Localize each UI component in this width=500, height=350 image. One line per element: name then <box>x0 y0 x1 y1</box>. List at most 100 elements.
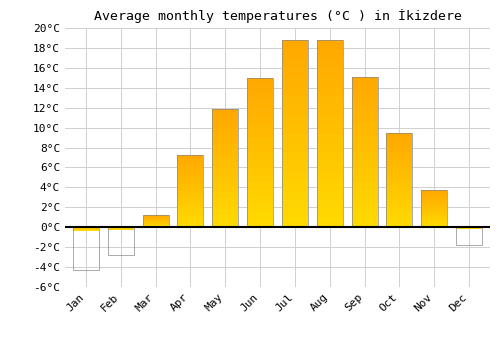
Bar <box>386 133 412 137</box>
Bar <box>247 153 273 160</box>
Bar <box>247 145 273 153</box>
Bar <box>247 212 273 220</box>
Bar <box>316 59 343 68</box>
Bar <box>282 105 308 115</box>
Bar <box>352 137 378 145</box>
Bar <box>247 78 273 85</box>
Bar <box>282 87 308 96</box>
Bar <box>352 220 378 227</box>
Bar <box>247 138 273 145</box>
Bar <box>282 199 308 209</box>
Bar <box>212 168 238 174</box>
Bar <box>178 198 204 202</box>
Bar <box>142 220 169 221</box>
Bar <box>386 194 412 199</box>
Bar <box>108 227 134 255</box>
Bar <box>386 137 412 142</box>
Bar <box>316 143 343 152</box>
Bar <box>247 205 273 212</box>
Bar <box>73 228 99 230</box>
Bar <box>352 99 378 107</box>
Bar <box>178 154 204 158</box>
Bar <box>142 224 169 225</box>
Bar <box>316 152 343 162</box>
Bar <box>178 220 204 224</box>
Bar <box>73 228 99 230</box>
Bar <box>316 40 343 227</box>
Bar <box>456 228 482 229</box>
Bar <box>421 220 448 222</box>
Bar <box>142 215 169 216</box>
Bar <box>352 175 378 182</box>
Bar <box>282 77 308 87</box>
Bar <box>421 203 448 205</box>
Bar <box>282 68 308 77</box>
Bar <box>142 219 169 220</box>
Bar <box>212 192 238 198</box>
Bar <box>421 218 448 220</box>
Bar <box>73 229 99 231</box>
Bar <box>386 218 412 223</box>
Bar <box>421 190 448 192</box>
Bar <box>247 93 273 100</box>
Bar <box>456 228 482 229</box>
Bar <box>456 228 482 229</box>
Bar <box>386 208 412 213</box>
Bar <box>386 147 412 152</box>
Bar <box>142 217 169 218</box>
Bar <box>316 134 343 143</box>
Bar <box>108 227 134 229</box>
Bar <box>108 229 134 230</box>
Bar <box>142 216 169 217</box>
Bar <box>108 228 134 230</box>
Bar <box>352 212 378 220</box>
Bar <box>421 209 448 211</box>
Bar <box>456 228 482 229</box>
Bar <box>421 194 448 196</box>
Bar <box>386 223 412 227</box>
Bar <box>73 228 99 230</box>
Bar <box>212 180 238 186</box>
Bar <box>386 189 412 194</box>
Bar <box>282 49 308 59</box>
Bar <box>142 225 169 226</box>
Bar <box>142 221 169 222</box>
Bar <box>73 228 99 230</box>
Bar <box>456 228 482 229</box>
Bar <box>108 228 134 229</box>
Bar <box>73 228 99 230</box>
Bar <box>352 182 378 190</box>
Bar <box>386 133 412 227</box>
Bar <box>212 162 238 168</box>
Bar <box>73 228 99 230</box>
Bar <box>282 59 308 68</box>
Bar <box>108 228 134 230</box>
Bar <box>316 199 343 209</box>
Bar <box>282 171 308 180</box>
Bar <box>316 77 343 87</box>
Bar <box>386 156 412 161</box>
Bar <box>212 215 238 221</box>
Bar <box>282 209 308 218</box>
Bar <box>316 190 343 199</box>
Bar <box>282 180 308 190</box>
Bar <box>352 122 378 130</box>
Bar <box>178 162 204 166</box>
Bar <box>352 92 378 99</box>
Bar <box>178 166 204 169</box>
Bar <box>178 169 204 173</box>
Bar <box>282 218 308 227</box>
Bar <box>247 175 273 182</box>
Bar <box>421 214 448 216</box>
Bar <box>142 215 169 227</box>
Bar <box>108 228 134 229</box>
Bar <box>456 227 482 228</box>
Bar <box>108 228 134 230</box>
Bar <box>73 228 99 230</box>
Bar <box>212 174 238 180</box>
Bar <box>108 228 134 229</box>
Bar <box>421 190 448 227</box>
Bar <box>247 100 273 108</box>
Bar <box>73 228 99 230</box>
Bar <box>178 154 204 227</box>
